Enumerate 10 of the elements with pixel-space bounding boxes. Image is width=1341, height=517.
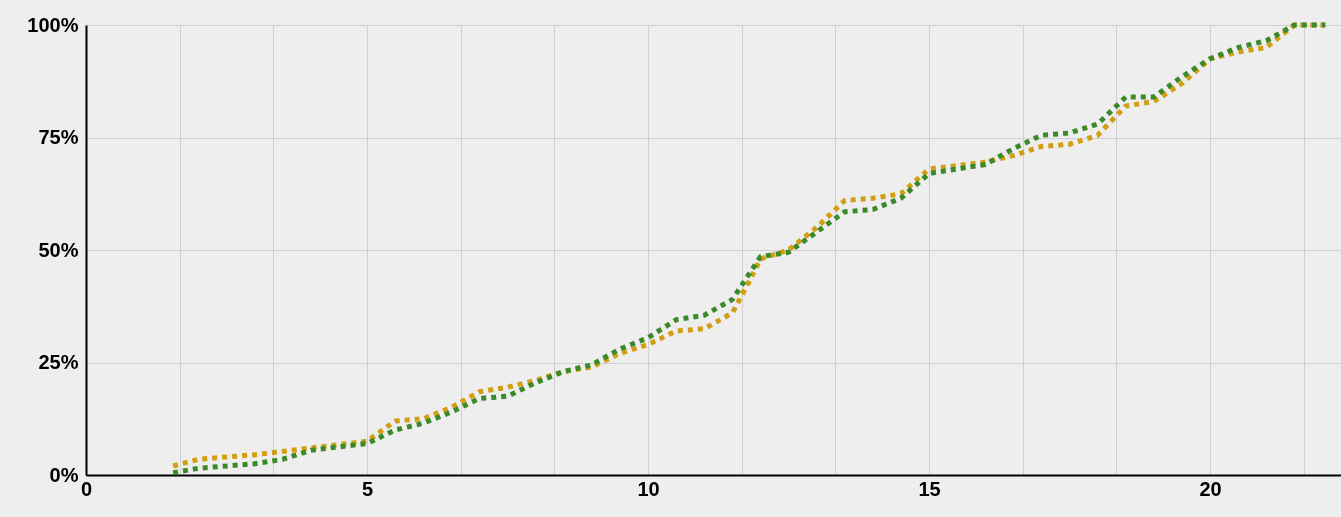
y-tick-label: 25% [38, 351, 79, 373]
x-tick-label: 10 [637, 477, 660, 500]
y-tick-label: 75% [38, 126, 79, 148]
y-tick-label: 100% [27, 13, 79, 36]
y-tick-label: 0% [49, 463, 79, 486]
x-tick-label: 15 [918, 477, 941, 500]
y-tick-label: 50% [38, 238, 79, 261]
x-tick-label: 20 [1199, 477, 1222, 500]
x-tick-label: 5 [361, 477, 374, 500]
x-tick-label: 0 [80, 477, 93, 500]
